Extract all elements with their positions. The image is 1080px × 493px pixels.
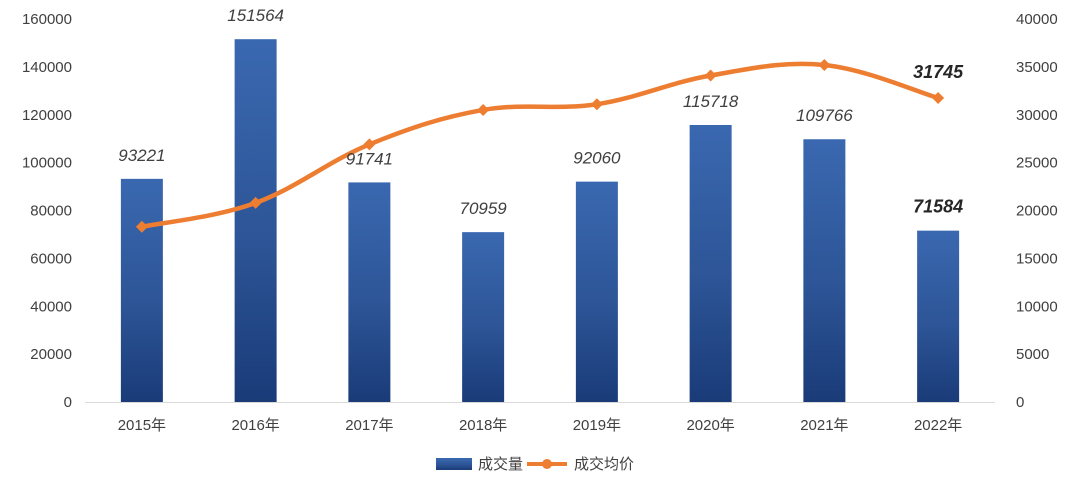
y-left-tick-label: 100000 bbox=[22, 155, 72, 172]
bar-value-label: 70959 bbox=[459, 199, 507, 218]
y-left-tick-label: 40000 bbox=[30, 298, 72, 315]
y-right-tick-label: 10000 bbox=[1016, 298, 1058, 315]
y-left-tick-label: 0 bbox=[64, 394, 72, 411]
x-tick-label: 2017年 bbox=[345, 417, 393, 434]
x-tick-label: 2016年 bbox=[231, 417, 279, 434]
line-data-labels: 31745 bbox=[913, 62, 964, 82]
x-tick-label: 2021年 bbox=[800, 417, 848, 434]
bar-value-label: 92060 bbox=[573, 149, 621, 168]
y-left-tick-label: 80000 bbox=[30, 203, 72, 220]
legend-line-label: 成交均价 bbox=[574, 455, 634, 473]
y-left-tick-label: 20000 bbox=[30, 346, 72, 363]
bar-value-label: 93221 bbox=[118, 146, 165, 165]
line-marker bbox=[932, 92, 945, 105]
legend: 成交量 成交均价 bbox=[436, 455, 634, 473]
y-right-tick-label: 20000 bbox=[1016, 203, 1058, 220]
bar-series bbox=[120, 39, 960, 403]
bar bbox=[803, 139, 846, 403]
y-left-tick-label: 140000 bbox=[22, 59, 72, 76]
y-right-tick-label: 40000 bbox=[1016, 11, 1058, 28]
line-marker bbox=[363, 138, 376, 151]
bar bbox=[917, 230, 960, 402]
y-right-tick-label: 25000 bbox=[1016, 155, 1058, 172]
x-tick-label: 2022年 bbox=[914, 417, 962, 434]
line-series bbox=[135, 58, 945, 233]
y-right-tick-label: 35000 bbox=[1016, 59, 1058, 76]
legend-bar-label: 成交量 bbox=[478, 455, 523, 473]
right-axis-ticks: 0 5000 10000 15000 20000 25000 30000 35000 40000 bbox=[1016, 11, 1058, 411]
line-marker bbox=[590, 98, 603, 111]
line-value-label: 31745 bbox=[913, 62, 964, 82]
y-right-tick-label: 0 bbox=[1016, 394, 1024, 411]
y-left-tick-label: 120000 bbox=[22, 107, 72, 124]
bar bbox=[348, 182, 391, 402]
y-right-tick-label: 30000 bbox=[1016, 107, 1058, 124]
bar-data-labels: 93221 151564 91741 70959 92060 115718 109766 71… bbox=[118, 6, 963, 218]
bar-value-label: 151564 bbox=[227, 6, 284, 25]
y-left-tick-label: 60000 bbox=[30, 250, 72, 267]
bar-value-label: 91741 bbox=[346, 149, 393, 168]
bar-value-label: 71584 bbox=[913, 197, 963, 217]
left-axis-ticks: 0 20000 40000 60000 80000 100000 120000 140000 1… bbox=[22, 11, 72, 411]
bar bbox=[689, 125, 732, 403]
legend-line-marker bbox=[542, 459, 552, 469]
x-tick-label: 2019年 bbox=[573, 417, 621, 434]
y-right-tick-label: 5000 bbox=[1016, 346, 1049, 363]
bar bbox=[120, 178, 163, 402]
x-tick-label: 2020年 bbox=[686, 417, 734, 434]
legend-bar-swatch bbox=[436, 458, 472, 470]
line-marker bbox=[477, 103, 490, 116]
x-tick-label: 2018年 bbox=[459, 417, 507, 434]
bar bbox=[234, 39, 277, 403]
x-tick-label: 2015年 bbox=[118, 417, 166, 434]
x-axis-ticks: 2015年 2016年 2017年 2018年 2019年 2020年 2021年 2022年 bbox=[118, 417, 963, 434]
line-marker bbox=[818, 58, 831, 71]
bar-value-label: 115718 bbox=[683, 92, 739, 111]
y-right-tick-label: 15000 bbox=[1016, 250, 1058, 267]
line-marker bbox=[249, 196, 262, 209]
line-path bbox=[141, 61, 939, 229]
line-marker bbox=[704, 69, 717, 82]
y-left-tick-label: 160000 bbox=[22, 11, 72, 28]
bar bbox=[575, 181, 618, 402]
bar-value-label: 109766 bbox=[796, 106, 853, 125]
bar bbox=[462, 232, 505, 402]
line-marker bbox=[135, 220, 148, 233]
